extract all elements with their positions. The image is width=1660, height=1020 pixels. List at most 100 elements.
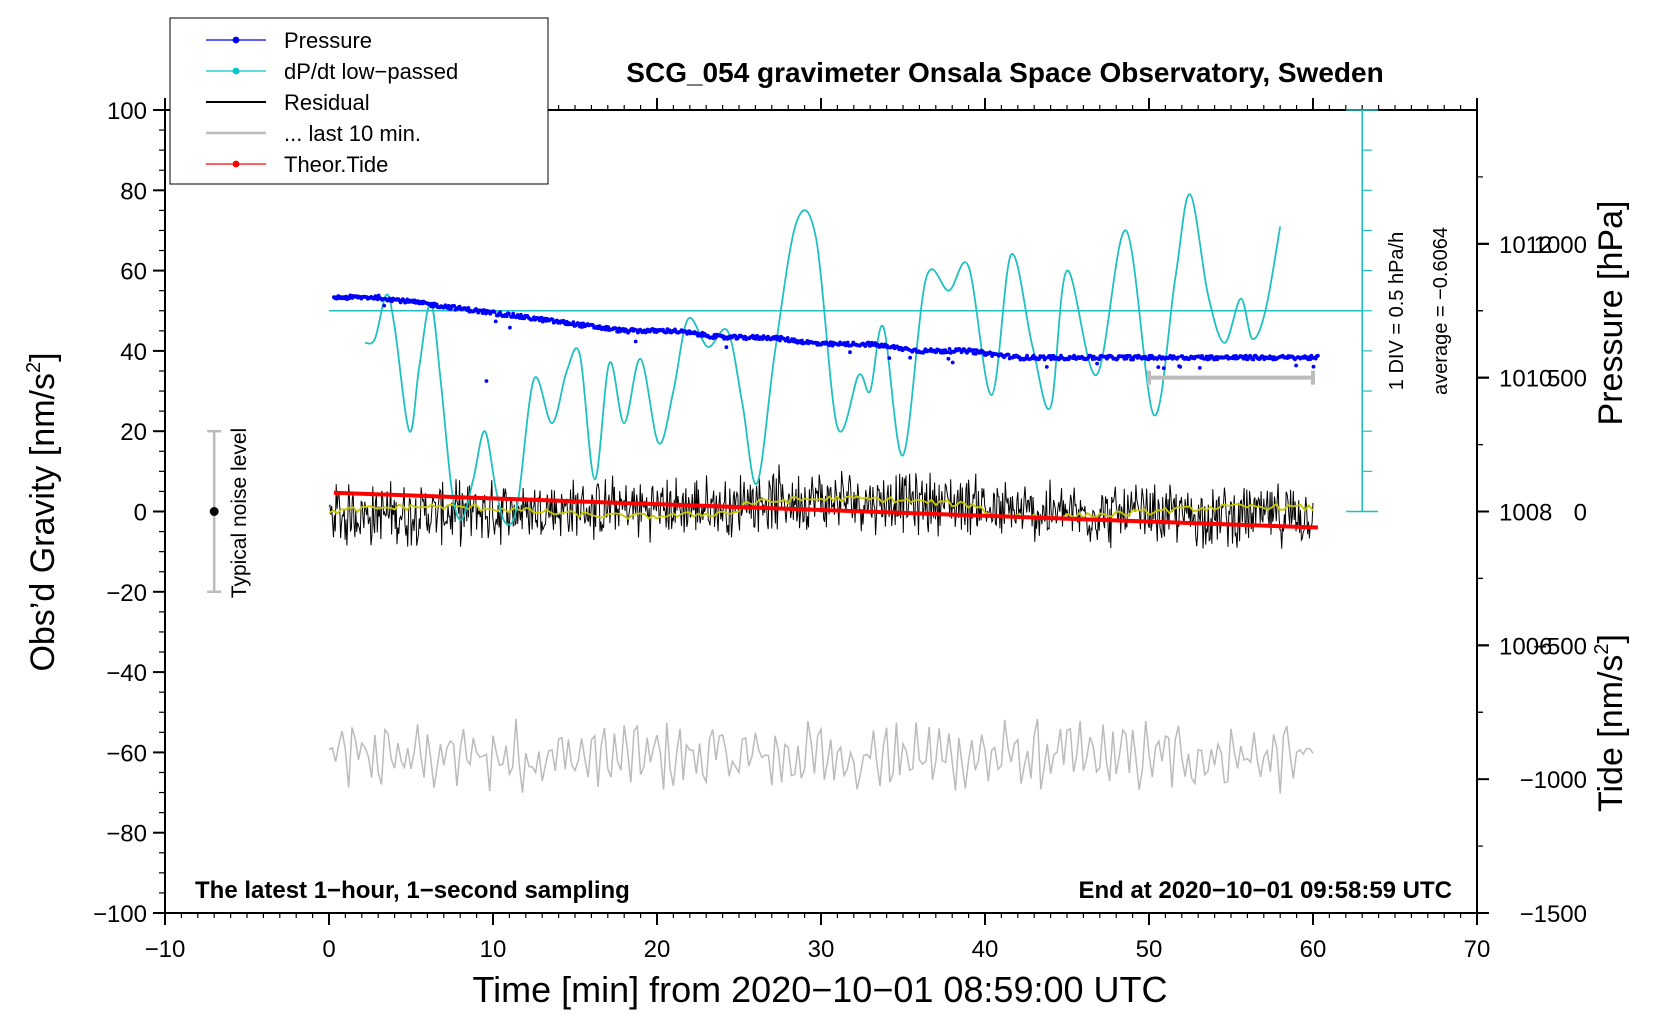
average-label: average = −0.6064	[1430, 227, 1452, 395]
pressure-point	[1197, 366, 1202, 370]
pressure-point	[1097, 357, 1102, 362]
pressure-point	[1049, 357, 1053, 362]
pressure-point	[946, 356, 951, 361]
pressure-point	[606, 325, 611, 329]
legend-label-dpdt: dP/dt low−passed	[284, 59, 458, 84]
pressure-point	[848, 350, 852, 355]
pressure-tick-label: 1010	[1499, 366, 1552, 393]
y-axis-label-pressure: Pressure [hPa]	[1592, 201, 1630, 426]
pressure-tick-label: 1006	[1499, 633, 1552, 660]
x-tick-label: 0	[322, 936, 335, 963]
pressure-point	[827, 343, 832, 348]
sampling-note: The latest 1−hour, 1−second sampling	[195, 877, 630, 904]
series-tide-line	[333, 490, 1318, 530]
pressure-point	[947, 347, 952, 351]
pressure-point	[845, 340, 850, 345]
series-layer	[207, 109, 1379, 794]
y-tick-label: 80	[120, 178, 147, 205]
y-axis-label-gravity: Obs’d Gravity [nm/s2]	[23, 352, 62, 671]
series-residual-line	[328, 464, 1314, 549]
y-tick-label: 20	[120, 419, 147, 446]
legend-entry-residual: Residual	[206, 90, 370, 115]
series-pressure	[332, 293, 1320, 383]
noise-bar-center	[209, 507, 219, 516]
pressure-point	[1044, 365, 1049, 369]
pressure-point	[507, 311, 511, 316]
chart-title: SCG_054 gravimeter Onsala Space Observat…	[626, 57, 1383, 88]
x-axis-label: Time [min] from 2020−10−01 08:59:00 UTC	[472, 969, 1167, 1010]
pressure-point	[1095, 361, 1099, 366]
y-axis-label-tide: Tide [nm/s2]	[1591, 634, 1630, 812]
tide-tick-label: −1000	[1520, 767, 1587, 794]
x-tick-label: 10	[480, 936, 507, 963]
pressure-point	[484, 379, 489, 383]
div-scale-label: 1 DIV = 0.5 hPa/h	[1386, 232, 1408, 390]
legend-label-pressure: Pressure	[284, 28, 372, 53]
tide-tick-label: 0	[1574, 500, 1587, 527]
pressure-point	[493, 319, 498, 324]
pressure-point	[614, 326, 618, 331]
pressure-point	[887, 356, 892, 360]
pressure-point	[1006, 352, 1011, 357]
legend-label-last10: ... last 10 min.	[284, 121, 421, 146]
pressure-point	[446, 304, 451, 308]
ticks-layer: −10 0 10 20 30 40 50 60 70−100−80−60−40−20020406…	[93, 98, 1587, 963]
legend-entry-dpdt: dP/dt low−passed	[206, 59, 458, 84]
x-tick-label: 70	[1464, 936, 1491, 963]
tide-tick-label: −1500	[1520, 901, 1587, 928]
pressure-point	[1161, 366, 1166, 371]
legend-label-tide: Theor.Tide	[284, 152, 388, 177]
x-tick-label: 20	[644, 936, 671, 963]
y-tick-label: −60	[106, 740, 147, 767]
y-tick-label: −100	[93, 901, 147, 928]
pressure-point	[466, 306, 471, 310]
series-dpdt-line	[364, 193, 1282, 526]
pressure-tick-label: 1008	[1499, 500, 1552, 527]
x-tick-label: 40	[972, 936, 999, 963]
series-residual-smoothed	[328, 495, 1314, 521]
pressure-point	[571, 320, 576, 325]
end-time-note: End at 2020−10−01 09:58:59 UTC	[1078, 877, 1452, 904]
pressure-point	[785, 336, 790, 340]
pressure-point	[581, 321, 586, 326]
tide-tick-label: 1000	[1534, 232, 1587, 259]
legend-label-residual: Residual	[284, 90, 370, 115]
pressure-point	[1156, 365, 1161, 369]
y-tick-label: −20	[106, 580, 147, 607]
legend-entry-pressure: Pressure	[206, 28, 372, 53]
x-tick-label: 30	[808, 936, 835, 963]
legend: Pressure dP/dt low−passed Residual ... l…	[169, 17, 549, 185]
series-last10-line	[328, 718, 1314, 794]
pressure-point	[1294, 363, 1298, 368]
pressure-point	[633, 339, 638, 344]
pressure-point	[1072, 353, 1076, 358]
x-tick-label: 60	[1300, 936, 1327, 963]
pressure-point	[733, 333, 738, 338]
pressure-point	[434, 302, 439, 307]
pressure-point	[347, 296, 352, 301]
pressure-point	[511, 311, 516, 316]
y-tick-label: 100	[107, 98, 147, 125]
pressure-point	[382, 303, 387, 308]
tide-tick-label: −500	[1533, 633, 1587, 660]
pressure-point	[778, 338, 782, 343]
pressure-point	[492, 310, 497, 314]
pressure-point	[1243, 353, 1248, 358]
y-tick-label: −80	[106, 821, 147, 848]
pressure-point	[950, 360, 955, 365]
y-tick-label: 40	[120, 339, 147, 366]
pressure-point	[866, 340, 871, 345]
pressure-point	[1316, 353, 1320, 358]
pressure-point	[508, 325, 512, 330]
pressure-point	[724, 345, 729, 350]
y-tick-label: −40	[106, 660, 147, 687]
pressure-tick-label: 1012	[1499, 232, 1552, 259]
pressure-point	[1025, 353, 1029, 358]
noise-level-label: Typical noise level	[228, 428, 251, 598]
pressure-point	[480, 311, 485, 315]
pressure-point	[1178, 365, 1183, 369]
pressure-point	[1311, 364, 1316, 369]
pressure-point	[1251, 357, 1256, 362]
legend-entry-tide: Theor.Tide	[206, 152, 388, 177]
